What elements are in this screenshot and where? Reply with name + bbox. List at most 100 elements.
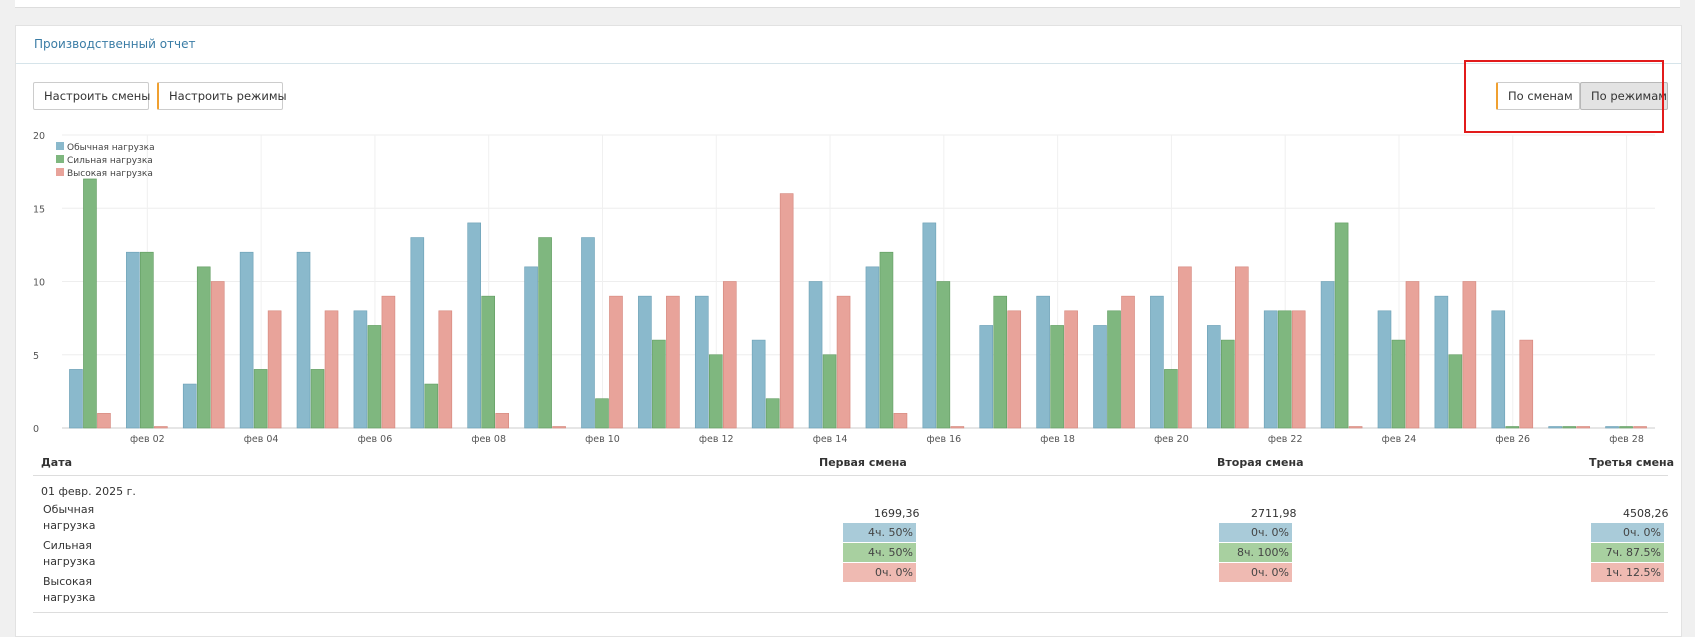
bar-strong: [140, 251, 154, 429]
bar-strong: [595, 398, 609, 429]
bar-normal: [808, 281, 823, 429]
bar-high: [609, 295, 623, 429]
bar-high: [267, 310, 282, 429]
bar-normal: [1491, 310, 1506, 429]
label-high-1: Высокая: [43, 575, 93, 588]
legend-label: Высокая нагрузка: [67, 169, 153, 179]
bar-high: [1633, 426, 1647, 429]
bar-strong: [481, 295, 495, 429]
bar-strong: [253, 369, 268, 429]
bar-high: [1235, 266, 1249, 429]
x-tick-label: фев 16: [926, 434, 961, 445]
bar-strong: [993, 295, 1008, 429]
bar-normal: [581, 237, 595, 429]
shift3-normal-pct: 0ч. 0%: [1591, 523, 1664, 542]
bar-normal: [126, 251, 140, 429]
bar-normal: [296, 251, 311, 429]
bar-high: [1462, 281, 1477, 429]
x-tick-label: фев 14: [813, 434, 848, 445]
bar-strong: [1277, 310, 1292, 429]
x-tick-label: фев 08: [471, 434, 506, 445]
top-panel: [15, 0, 1680, 8]
bar-strong: [652, 339, 666, 429]
bar-strong: [1505, 426, 1520, 429]
bar-strong: [1391, 339, 1406, 429]
x-tick-label: фев 26: [1495, 434, 1530, 445]
bar-strong: [1107, 310, 1121, 429]
bar-normal: [69, 369, 83, 429]
bar-normal: [467, 222, 481, 429]
label-strong-2: нагрузка: [43, 555, 96, 568]
shift1-normal-pct: 4ч. 50%: [843, 523, 916, 542]
configure-shifts-button[interactable]: Настроить смены: [33, 82, 150, 110]
bar-normal: [1434, 295, 1449, 429]
x-tick-label: фев 24: [1382, 434, 1417, 445]
table-header: Дата Первая смена Вторая смена Третья см…: [33, 453, 1674, 476]
header-shift3: Третья смена: [1589, 456, 1675, 469]
bar-high: [154, 426, 168, 429]
bar-high: [552, 426, 566, 429]
bar-normal: [638, 295, 652, 429]
bar-high: [1405, 281, 1420, 429]
legend-label: Обычная нагрузка: [67, 143, 155, 153]
legend-label: Сильная нагрузка: [67, 156, 153, 166]
x-tick-label: фев 20: [1154, 434, 1189, 445]
bar-high: [1291, 310, 1306, 429]
bar-strong: [1619, 426, 1633, 429]
bar-high: [97, 413, 111, 429]
bar-high: [893, 413, 908, 429]
bar-strong: [1164, 369, 1178, 429]
total-shift1: 1699,36: [874, 507, 920, 520]
bar-high: [1121, 295, 1135, 429]
bar-normal: [182, 383, 197, 429]
bar-high: [950, 426, 965, 429]
bar-strong: [765, 398, 780, 429]
shift1-strong-pct: 4ч. 50%: [843, 543, 916, 562]
legend-swatch: [56, 155, 64, 163]
header-date: Дата: [41, 456, 73, 469]
bar-high: [495, 413, 509, 429]
by-modes-toggle[interactable]: По режимам: [1580, 82, 1668, 110]
bar-strong: [1221, 339, 1235, 429]
bar-normal: [865, 266, 880, 429]
bar-strong: [367, 325, 382, 429]
bar-normal: [751, 339, 766, 429]
bar-normal: [410, 237, 425, 429]
x-tick-label: фев 10: [585, 434, 620, 445]
shift3-strong-pct: 7ч. 87.5%: [1591, 543, 1664, 562]
label-normal-2: нагрузка: [43, 519, 96, 532]
bar-normal: [1320, 281, 1335, 429]
x-tick-label: фев 04: [244, 434, 279, 445]
bar-high: [438, 310, 453, 429]
x-tick-label: фев 28: [1609, 434, 1644, 445]
y-tick-label: 5: [33, 351, 39, 362]
row-date: 01 февр. 2025 г.: [41, 485, 136, 498]
x-tick-label: фев 18: [1040, 434, 1075, 445]
legend-swatch: [56, 168, 64, 176]
legend-swatch: [56, 142, 64, 150]
total-shift3: 4508,26: [1623, 507, 1669, 520]
bar-strong: [310, 369, 325, 429]
load-chart: 0 5 10 15 20 фев 02 фев 04 фев 06 фев 08 фев 10 фе…: [33, 131, 1655, 445]
bar-strong: [424, 383, 439, 429]
total-shift2: 2711,98: [1251, 507, 1297, 520]
bar-normal: [1263, 310, 1278, 429]
bar-normal: [1150, 295, 1164, 429]
label-normal-1: Обычная: [43, 503, 95, 516]
row-divider: [33, 612, 1668, 613]
bar-high: [836, 295, 851, 429]
panel-header: Производственный отчет: [16, 26, 1681, 64]
bar-high: [210, 281, 225, 429]
chart-axis: 0 5 10 15 20 фев 02 фев 04 фев 06 фев 08 фев 10 фе…: [33, 131, 1644, 445]
bar-high: [666, 295, 680, 429]
bar-high: [779, 193, 794, 429]
header-shift1: Первая смена: [819, 456, 907, 469]
bar-high: [722, 281, 737, 429]
bar-high: [1348, 426, 1363, 429]
configure-modes-button[interactable]: Настроить режимы: [157, 82, 287, 110]
shift3-high-pct: 1ч. 12.5%: [1591, 563, 1664, 582]
bar-high: [1519, 339, 1534, 429]
bar-normal: [524, 266, 538, 429]
bar-strong: [538, 237, 552, 429]
by-shifts-toggle[interactable]: По сменам: [1496, 82, 1580, 110]
